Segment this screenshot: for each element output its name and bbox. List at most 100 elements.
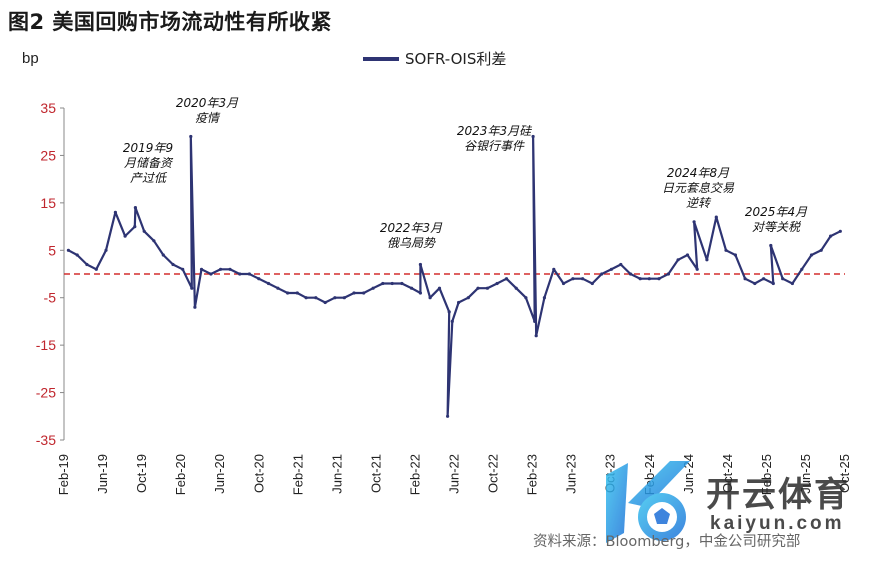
x-tick-label: Feb-19: [56, 454, 71, 495]
data-point: [771, 281, 775, 286]
data-point: [410, 286, 414, 290]
data-point: [647, 277, 651, 281]
data-point: [400, 281, 404, 286]
x-tick-label: Oct-25: [837, 454, 852, 493]
data-point: [724, 248, 728, 252]
data-point: [762, 277, 766, 281]
data-point: [133, 206, 137, 210]
series-line: [67, 135, 841, 418]
data-point: [628, 272, 633, 276]
data-point: [542, 296, 547, 300]
data-point: [304, 296, 308, 300]
data-point: [418, 291, 422, 295]
data-point: [209, 272, 213, 276]
data-point: [85, 262, 89, 267]
chart-annotation: 2019年9 月储备资产过低: [123, 141, 174, 185]
data-point: [590, 281, 594, 286]
y-tick-label: -5: [44, 290, 57, 306]
data-point: [142, 229, 146, 233]
watermark-brand: 开云体育: [706, 475, 850, 515]
data-point: [514, 286, 518, 290]
data-point: [257, 277, 261, 281]
data-point: [692, 220, 696, 224]
data-point: [781, 277, 785, 281]
x-tick-label: Jun-25: [798, 454, 813, 494]
data-point: [790, 281, 795, 286]
data-point: [714, 215, 718, 219]
data-point: [685, 253, 690, 257]
data-point: [809, 253, 814, 257]
data-point: [476, 286, 480, 290]
data-point: [362, 291, 366, 295]
data-point: [352, 291, 356, 295]
x-tick-label: Oct-19: [134, 454, 149, 493]
data-point: [181, 267, 185, 271]
data-point: [504, 277, 509, 281]
data-point: [390, 281, 394, 286]
data-point: [266, 281, 271, 286]
data-point: [333, 296, 337, 300]
data-point: [485, 286, 489, 290]
data-point: [524, 296, 528, 300]
data-point: [743, 277, 747, 281]
y-tick-label: 25: [40, 147, 56, 163]
data-point: [829, 234, 833, 238]
data-point: [819, 248, 823, 252]
data-point: [199, 267, 204, 271]
data-point: [552, 267, 556, 271]
data-point: [381, 281, 385, 286]
x-tick-label: Feb-23: [525, 454, 540, 495]
x-tick-label: Oct-24: [720, 454, 735, 493]
data-point: [66, 248, 70, 252]
data-point: [161, 253, 165, 257]
y-tick-label: -25: [36, 385, 56, 401]
data-point: [94, 267, 98, 271]
data-point: [446, 414, 450, 418]
watermark: 开云体育 kaiyun.com: [598, 455, 873, 550]
x-tick-label: Jun-23: [564, 454, 579, 494]
x-tick-label: Oct-21: [368, 454, 383, 493]
x-tick-label: Jun-20: [212, 454, 227, 494]
data-point: [123, 234, 127, 238]
data-point: [581, 277, 585, 281]
data-point: [676, 258, 680, 262]
data-point: [450, 319, 454, 323]
data-point: [753, 281, 757, 286]
data-point: [466, 296, 470, 300]
x-tick-label: Oct-22: [486, 454, 501, 493]
data-point: [323, 300, 327, 305]
data-point: [314, 296, 318, 300]
data-point: [666, 272, 671, 276]
data-point: [286, 291, 290, 295]
data-point: [733, 253, 738, 257]
y-tick-label: 5: [48, 242, 56, 258]
source-note: 资料来源：Bloomberg，中金公司研究部: [533, 534, 801, 550]
x-tick-label: Jun-22: [447, 454, 462, 494]
y-tick-label: 15: [40, 195, 56, 211]
chart-annotation: 2023年3月硅谷银行事件: [457, 124, 533, 153]
data-point: [619, 262, 623, 267]
data-point: [800, 267, 804, 271]
chart-annotation: 2020年3月疫情: [176, 96, 239, 125]
data-point: [133, 225, 137, 229]
x-tick-label: Feb-21: [290, 454, 305, 495]
data-point: [190, 286, 194, 290]
figure-title: 图2 美国回购市场流动性有所收紧: [8, 10, 332, 34]
watermark-logo-icon: [606, 461, 690, 543]
legend-swatch: [363, 56, 399, 61]
data-point: [447, 310, 451, 314]
data-point: [769, 243, 773, 248]
x-tick-label: Oct-20: [251, 454, 266, 493]
x-tick-label: Feb-22: [407, 454, 422, 495]
data-point: [238, 272, 242, 276]
data-point: [695, 267, 699, 271]
data-point: [657, 277, 661, 281]
data-point: [295, 291, 299, 295]
data-point: [428, 296, 432, 300]
y-tick-label: -35: [36, 432, 56, 448]
data-point: [609, 267, 614, 271]
data-point: [705, 258, 709, 262]
data-point: [189, 134, 193, 139]
data-point: [531, 134, 535, 139]
y-tick-label: 35: [40, 100, 56, 116]
